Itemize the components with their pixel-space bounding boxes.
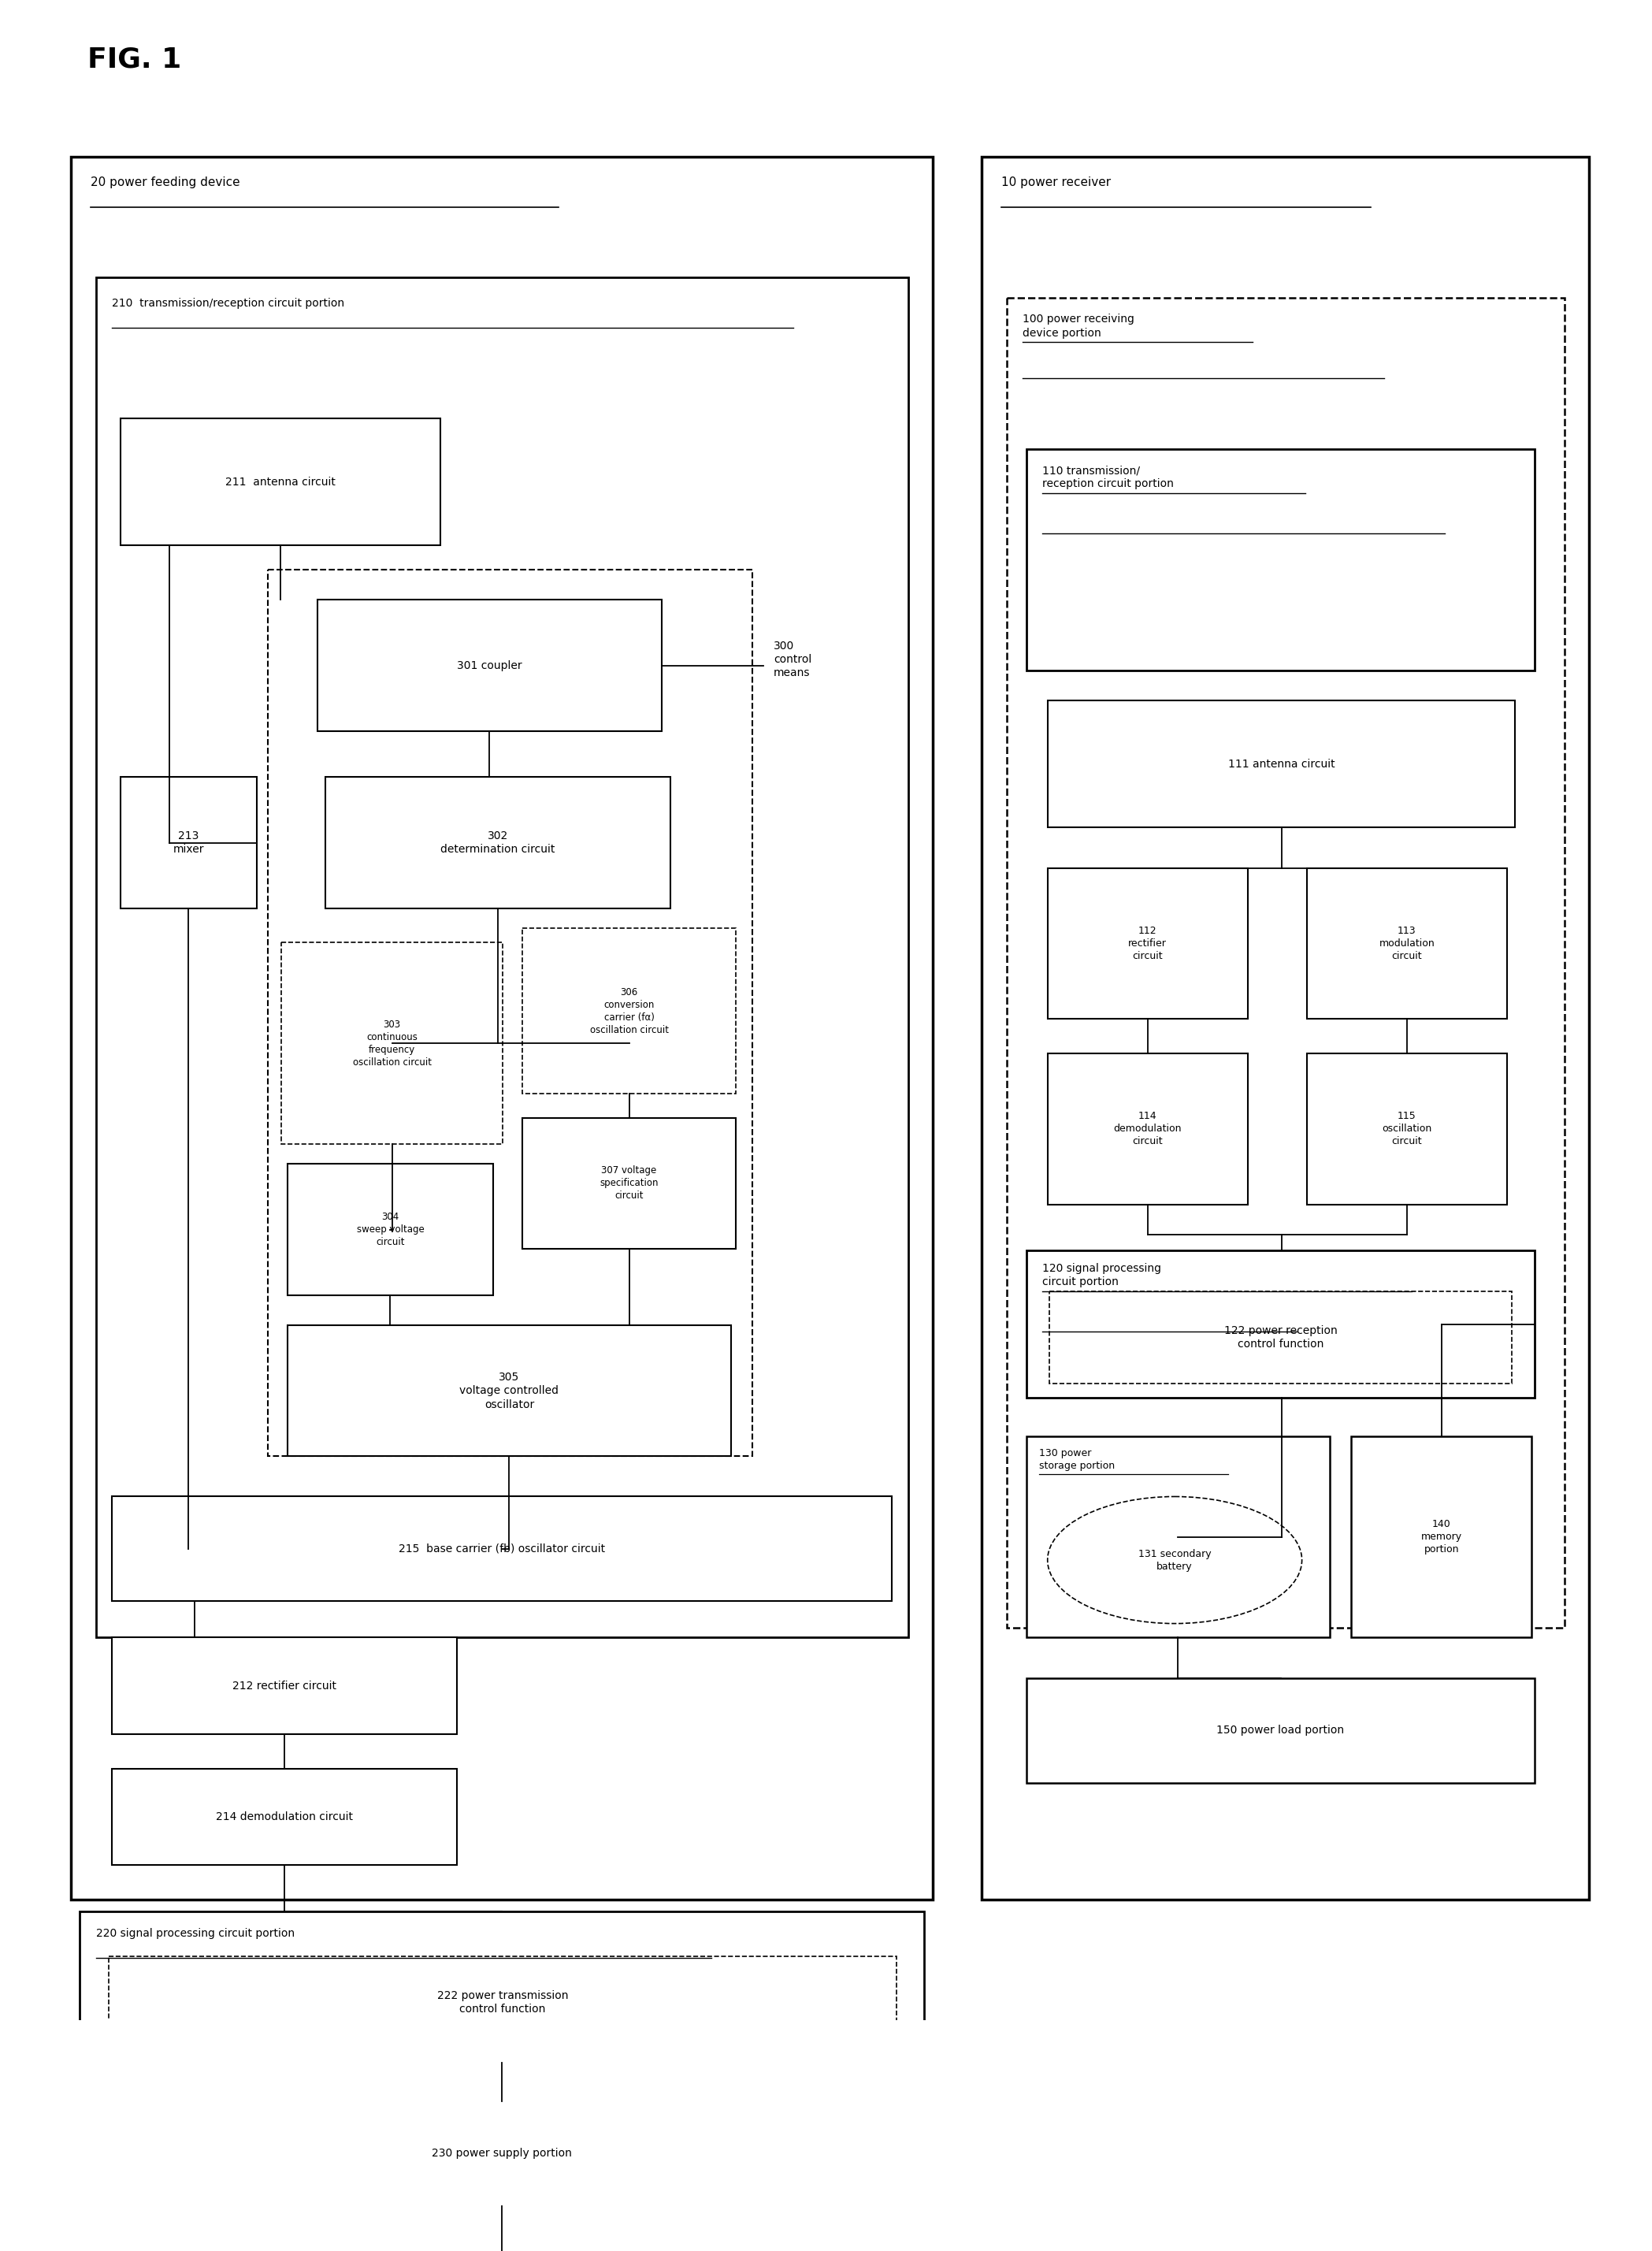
Text: 131 secondary
battery: 131 secondary battery — [1138, 1549, 1211, 1571]
Text: 212 rectifier circuit: 212 rectifier circuit — [233, 1681, 337, 1691]
Bar — [71, 158, 933, 1900]
Bar — [1026, 1677, 1535, 1783]
Bar — [109, 1956, 897, 2048]
Text: 300
control
means: 300 control means — [773, 639, 811, 678]
Text: 305
voltage controlled
oscillator: 305 voltage controlled oscillator — [459, 1371, 558, 1409]
Bar — [287, 1326, 730, 1456]
Text: 20 power feeding device: 20 power feeding device — [91, 178, 240, 189]
Text: 10 power receiver: 10 power receiver — [1001, 178, 1112, 189]
Bar — [79, 1911, 925, 2062]
Bar — [112, 1769, 456, 1866]
Bar — [112, 1497, 892, 1600]
Text: FIG. 1: FIG. 1 — [88, 45, 182, 72]
Text: 301 coupler: 301 coupler — [458, 660, 522, 671]
Text: 120 signal processing
circuit portion: 120 signal processing circuit portion — [1042, 1263, 1161, 1288]
Text: 211  antenna circuit: 211 antenna circuit — [225, 477, 335, 488]
Text: 130 power
storage portion: 130 power storage portion — [1039, 1447, 1115, 1472]
Bar — [317, 601, 662, 732]
Text: 214 demodulation circuit: 214 demodulation circuit — [216, 1812, 354, 1823]
Bar — [121, 419, 441, 545]
Bar — [1047, 700, 1515, 828]
Text: 307 voltage
specification
circuit: 307 voltage specification circuit — [600, 1166, 659, 1202]
Text: 140
memory
portion: 140 memory portion — [1421, 1519, 1462, 1555]
Text: 210  transmission/reception circuit portion: 210 transmission/reception circuit porti… — [112, 297, 345, 308]
Text: 150 power load portion: 150 power load portion — [1218, 1724, 1345, 1736]
Text: 303
continuous
frequency
oscillation circuit: 303 continuous frequency oscillation cir… — [352, 1020, 431, 1067]
Text: 113
modulation
circuit: 113 modulation circuit — [1379, 925, 1436, 961]
Bar — [79, 2100, 925, 2206]
Text: 230 power supply portion: 230 power supply portion — [431, 2147, 572, 2159]
Bar — [522, 927, 735, 1094]
Ellipse shape — [1047, 1497, 1302, 1623]
Bar — [1049, 1292, 1512, 1384]
Bar — [281, 943, 502, 1144]
Bar — [1047, 1053, 1247, 1204]
Bar — [112, 1639, 456, 1733]
Bar — [268, 570, 752, 1456]
Text: 302
determination circuit: 302 determination circuit — [441, 831, 555, 855]
Text: 222 power transmission
control function: 222 power transmission control function — [438, 1990, 568, 2015]
Text: 304
sweep voltage
circuit: 304 sweep voltage circuit — [357, 1211, 425, 1247]
Text: 306
conversion
carrier (fα)
oscillation circuit: 306 conversion carrier (fα) oscillation … — [590, 986, 669, 1035]
Text: 111 antenna circuit: 111 antenna circuit — [1227, 759, 1335, 770]
Bar — [1026, 1436, 1330, 1639]
Bar — [325, 777, 671, 907]
Bar — [96, 277, 909, 1639]
Bar — [1047, 869, 1247, 1020]
Text: 114
demodulation
circuit: 114 demodulation circuit — [1113, 1112, 1181, 1146]
Bar — [1006, 297, 1564, 1627]
Bar — [1307, 1053, 1507, 1204]
Bar — [1026, 1252, 1535, 1398]
Bar — [981, 158, 1589, 1900]
Bar — [1307, 869, 1507, 1020]
Text: 100 power receiving
device portion: 100 power receiving device portion — [1023, 313, 1135, 338]
Text: 112
rectifier
circuit: 112 rectifier circuit — [1128, 925, 1166, 961]
Text: 115
oscillation
circuit: 115 oscillation circuit — [1383, 1112, 1432, 1146]
Text: 110 transmission/
reception circuit portion: 110 transmission/ reception circuit port… — [1042, 466, 1175, 488]
Bar — [522, 1119, 735, 1249]
Text: 213
mixer: 213 mixer — [173, 831, 203, 855]
Bar — [121, 777, 256, 907]
Bar — [1351, 1436, 1531, 1639]
Text: 122 power reception
control function: 122 power reception control function — [1224, 1326, 1336, 1351]
Text: 215  base carrier (fb) oscillator circuit: 215 base carrier (fb) oscillator circuit — [398, 1544, 605, 1555]
Bar — [287, 1164, 492, 1294]
Text: 220 signal processing circuit portion: 220 signal processing circuit portion — [96, 1927, 294, 1938]
Bar — [1026, 448, 1535, 671]
